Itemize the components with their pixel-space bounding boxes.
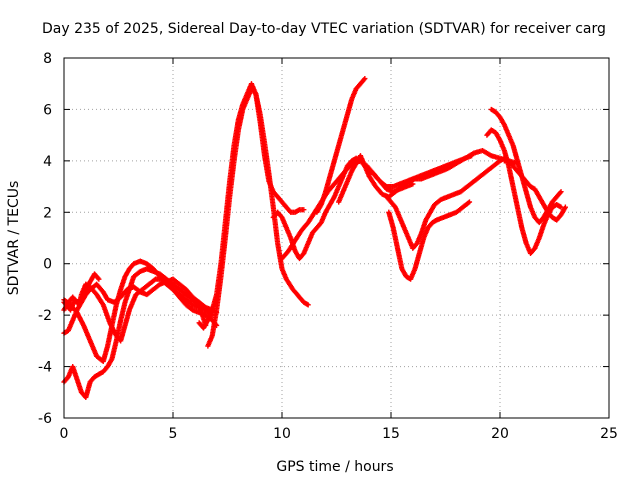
x-tick-label: 15 bbox=[382, 426, 400, 442]
y-tick-label: 8 bbox=[43, 51, 52, 67]
y-tick-label: 0 bbox=[43, 257, 52, 273]
data-series-arc-10 bbox=[314, 75, 368, 215]
axis-ticks: 0 5 10 15 20 25 -6 -4 -2 0 2 4 6 8 bbox=[38, 51, 618, 442]
data-point bbox=[301, 207, 307, 213]
x-tick-label: 0 bbox=[60, 426, 69, 442]
plot-frame bbox=[63, 57, 610, 419]
data-series-arc-5 bbox=[61, 271, 102, 313]
data-point bbox=[466, 199, 473, 205]
data-point bbox=[361, 77, 367, 83]
data-series-arc-11 bbox=[336, 147, 521, 205]
y-tick-label: -4 bbox=[38, 360, 52, 376]
data-point bbox=[96, 276, 102, 282]
y-tick-label: 6 bbox=[43, 102, 52, 118]
x-axis-label: GPS time / hours bbox=[276, 459, 393, 475]
data-point bbox=[558, 204, 564, 210]
x-tick-label: 25 bbox=[600, 426, 618, 442]
data-series-arc-15 bbox=[484, 127, 564, 257]
data-points bbox=[61, 75, 568, 401]
data-point bbox=[362, 75, 368, 82]
data-series-arc-13 bbox=[386, 199, 473, 282]
y-tick-label: 4 bbox=[43, 154, 52, 170]
data-point bbox=[557, 190, 563, 196]
data-point bbox=[562, 204, 568, 210]
y-tick-label: -2 bbox=[38, 308, 52, 324]
chart-title: Day 235 of 2025, Sidereal Day-to-day VTE… bbox=[42, 21, 606, 37]
grid-lines bbox=[64, 58, 609, 418]
y-tick-label: -6 bbox=[38, 411, 52, 427]
data-series-arc-16 bbox=[501, 158, 568, 223]
y-tick-label: 2 bbox=[43, 205, 52, 221]
y-axis-label: SDTVAR / TECUs bbox=[6, 181, 22, 296]
data-point bbox=[95, 275, 101, 281]
data-series-arc-12 bbox=[384, 155, 507, 251]
x-tick-label: 10 bbox=[273, 426, 291, 442]
x-tick-label: 5 bbox=[169, 426, 178, 442]
data-point bbox=[305, 302, 311, 308]
data-point bbox=[558, 189, 564, 195]
x-tick-label: 20 bbox=[491, 426, 509, 442]
data-series-arc-7 bbox=[196, 81, 307, 331]
